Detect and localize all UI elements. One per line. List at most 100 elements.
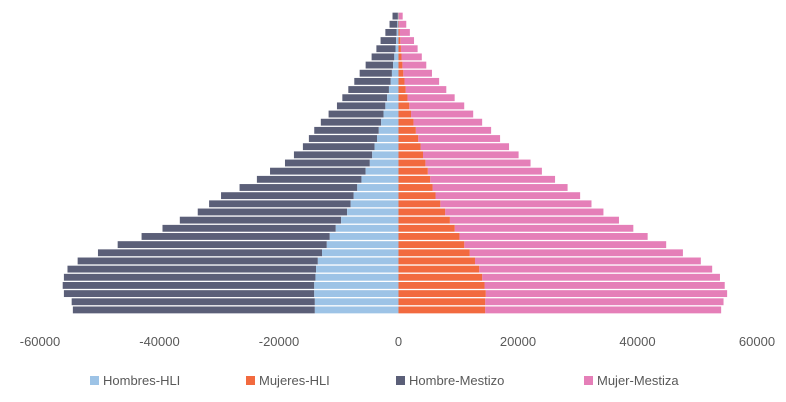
bar-mujeres-hli-5 [399, 266, 480, 273]
bar-hombres-hli-36 [398, 13, 399, 20]
bar-hombres-hli-22 [379, 127, 399, 134]
bar-hombre-mestizo-22 [314, 127, 379, 134]
bar-hombre-mestizo-23 [321, 119, 381, 126]
bar-hombres-hli-30 [393, 62, 398, 69]
bar-hombre-mestizo-4 [64, 274, 316, 281]
bar-hombres-hli-16 [361, 176, 398, 183]
x-tick-label: -40000 [139, 334, 179, 349]
legend-item-hombre-mestizo: Hombre-Mestizo [396, 373, 504, 388]
bar-hombres-hli-18 [370, 160, 399, 167]
bar-mujeres-hli-13 [399, 200, 441, 207]
bar-hombres-hli-7 [322, 249, 398, 256]
bar-hombre-mestizo-11 [180, 217, 341, 224]
x-tick-label: 20000 [500, 334, 536, 349]
bar-mujeres-hli-14 [399, 192, 436, 199]
bar-hombre-mestizo-6 [78, 258, 318, 265]
bar-mujer-mestiza-0 [485, 306, 721, 313]
bar-mujeres-hli-4 [399, 274, 483, 281]
bar-mujeres-hli-0 [399, 306, 486, 313]
bar-mujer-mestiza-17 [428, 168, 542, 175]
bar-hombre-mestizo-10 [162, 225, 335, 232]
bar-mujer-mestiza-33 [400, 37, 414, 44]
bar-hombres-hli-13 [351, 200, 399, 207]
bar-hombres-hli-11 [341, 217, 398, 224]
bar-hombre-mestizo-14 [221, 192, 354, 199]
bar-mujeres-hli-31 [399, 53, 402, 60]
bar-hombres-hli-32 [396, 45, 399, 52]
bar-hombre-mestizo-27 [348, 86, 389, 93]
bar-mujeres-hli-20 [399, 143, 421, 150]
bar-mujeres-hli-19 [399, 151, 424, 158]
bar-mujeres-hli-30 [399, 62, 403, 69]
bar-hombres-hli-23 [381, 119, 398, 126]
bar-hombre-mestizo-31 [372, 53, 395, 60]
bar-mujer-mestiza-25 [409, 102, 464, 109]
bar-mujeres-hli-27 [399, 86, 406, 93]
legend-label: Mujeres-HLI [259, 373, 330, 388]
bar-hombre-mestizo-26 [342, 94, 387, 101]
bar-mujer-mestiza-18 [425, 160, 530, 167]
bar-hombres-hli-25 [385, 102, 398, 109]
bar-hombre-mestizo-18 [285, 160, 370, 167]
bar-mujer-mestiza-36 [399, 13, 403, 20]
legend-label: Hombre-Mestizo [409, 373, 504, 388]
bar-mujer-mestiza-35 [399, 21, 406, 28]
bar-mujer-mestiza-32 [401, 45, 418, 52]
bar-mujeres-hli-15 [399, 184, 433, 191]
bar-hombre-mestizo-3 [63, 282, 315, 289]
bar-mujer-mestiza-3 [485, 282, 725, 289]
bar-hombre-mestizo-0 [73, 306, 315, 313]
bar-hombres-hli-2 [314, 290, 398, 297]
bar-mujeres-hli-29 [399, 70, 404, 77]
bar-mujer-mestiza-15 [433, 184, 568, 191]
bar-mujeres-hli-34 [399, 29, 400, 36]
bar-mujer-mestiza-26 [407, 94, 454, 101]
bar-mujeres-hli-8 [399, 241, 465, 248]
bar-mujer-mestiza-7 [470, 249, 683, 256]
bar-hombre-mestizo-7 [98, 249, 322, 256]
bar-mujeres-hli-22 [399, 127, 416, 134]
bar-hombres-hli-15 [357, 184, 398, 191]
bar-hombre-mestizo-24 [329, 111, 384, 118]
bar-mujeres-hli-3 [399, 282, 485, 289]
legend-item-mujer-mestiza: Mujer-Mestiza [584, 373, 679, 388]
bar-mujer-mestiza-10 [455, 225, 634, 232]
bar-mujer-mestiza-27 [406, 86, 447, 93]
x-tick-label: 60000 [739, 334, 775, 349]
bar-mujer-mestiza-24 [411, 111, 473, 118]
bar-mujer-mestiza-5 [479, 266, 712, 273]
bar-hombres-hli-21 [377, 135, 399, 142]
bar-hombre-mestizo-34 [385, 29, 396, 36]
legend-label: Mujer-Mestiza [597, 373, 679, 388]
bar-hombre-mestizo-16 [257, 176, 362, 183]
bar-mujeres-hli-18 [399, 160, 426, 167]
bar-mujeres-hli-12 [399, 209, 446, 216]
bar-hombres-hli-27 [389, 86, 399, 93]
bar-hombre-mestizo-12 [198, 209, 347, 216]
bar-mujeres-hli-10 [399, 225, 455, 232]
bar-mujeres-hli-7 [399, 249, 470, 256]
bar-hombres-hli-8 [327, 241, 399, 248]
legend: Hombres-HLI Mujeres-HLI Hombre-Mestizo Muje… [90, 373, 679, 388]
bar-mujeres-hli-11 [399, 217, 450, 224]
x-tick-label: 0 [395, 334, 402, 349]
bar-mujer-mestiza-34 [400, 29, 410, 36]
bar-hombre-mestizo-1 [72, 298, 315, 305]
bar-hombres-hli-35 [397, 21, 398, 28]
bar-mujer-mestiza-14 [436, 192, 581, 199]
bar-mujer-mestiza-20 [421, 143, 509, 150]
bar-mujer-mestiza-8 [464, 241, 666, 248]
bar-hombre-mestizo-25 [337, 102, 385, 109]
bar-mujeres-hli-2 [399, 290, 486, 297]
bar-hombre-mestizo-28 [354, 78, 390, 85]
bar-mujer-mestiza-9 [459, 233, 647, 240]
bar-hombre-mestizo-13 [209, 200, 351, 207]
bar-mujer-mestiza-4 [482, 274, 720, 281]
legend-label: Hombres-HLI [103, 373, 180, 388]
bar-mujer-mestiza-28 [404, 78, 439, 85]
bar-hombres-hli-14 [354, 192, 399, 199]
bar-hombres-hli-6 [318, 258, 399, 265]
bar-mujeres-hli-25 [399, 102, 410, 109]
bar-hombre-mestizo-32 [376, 45, 395, 52]
